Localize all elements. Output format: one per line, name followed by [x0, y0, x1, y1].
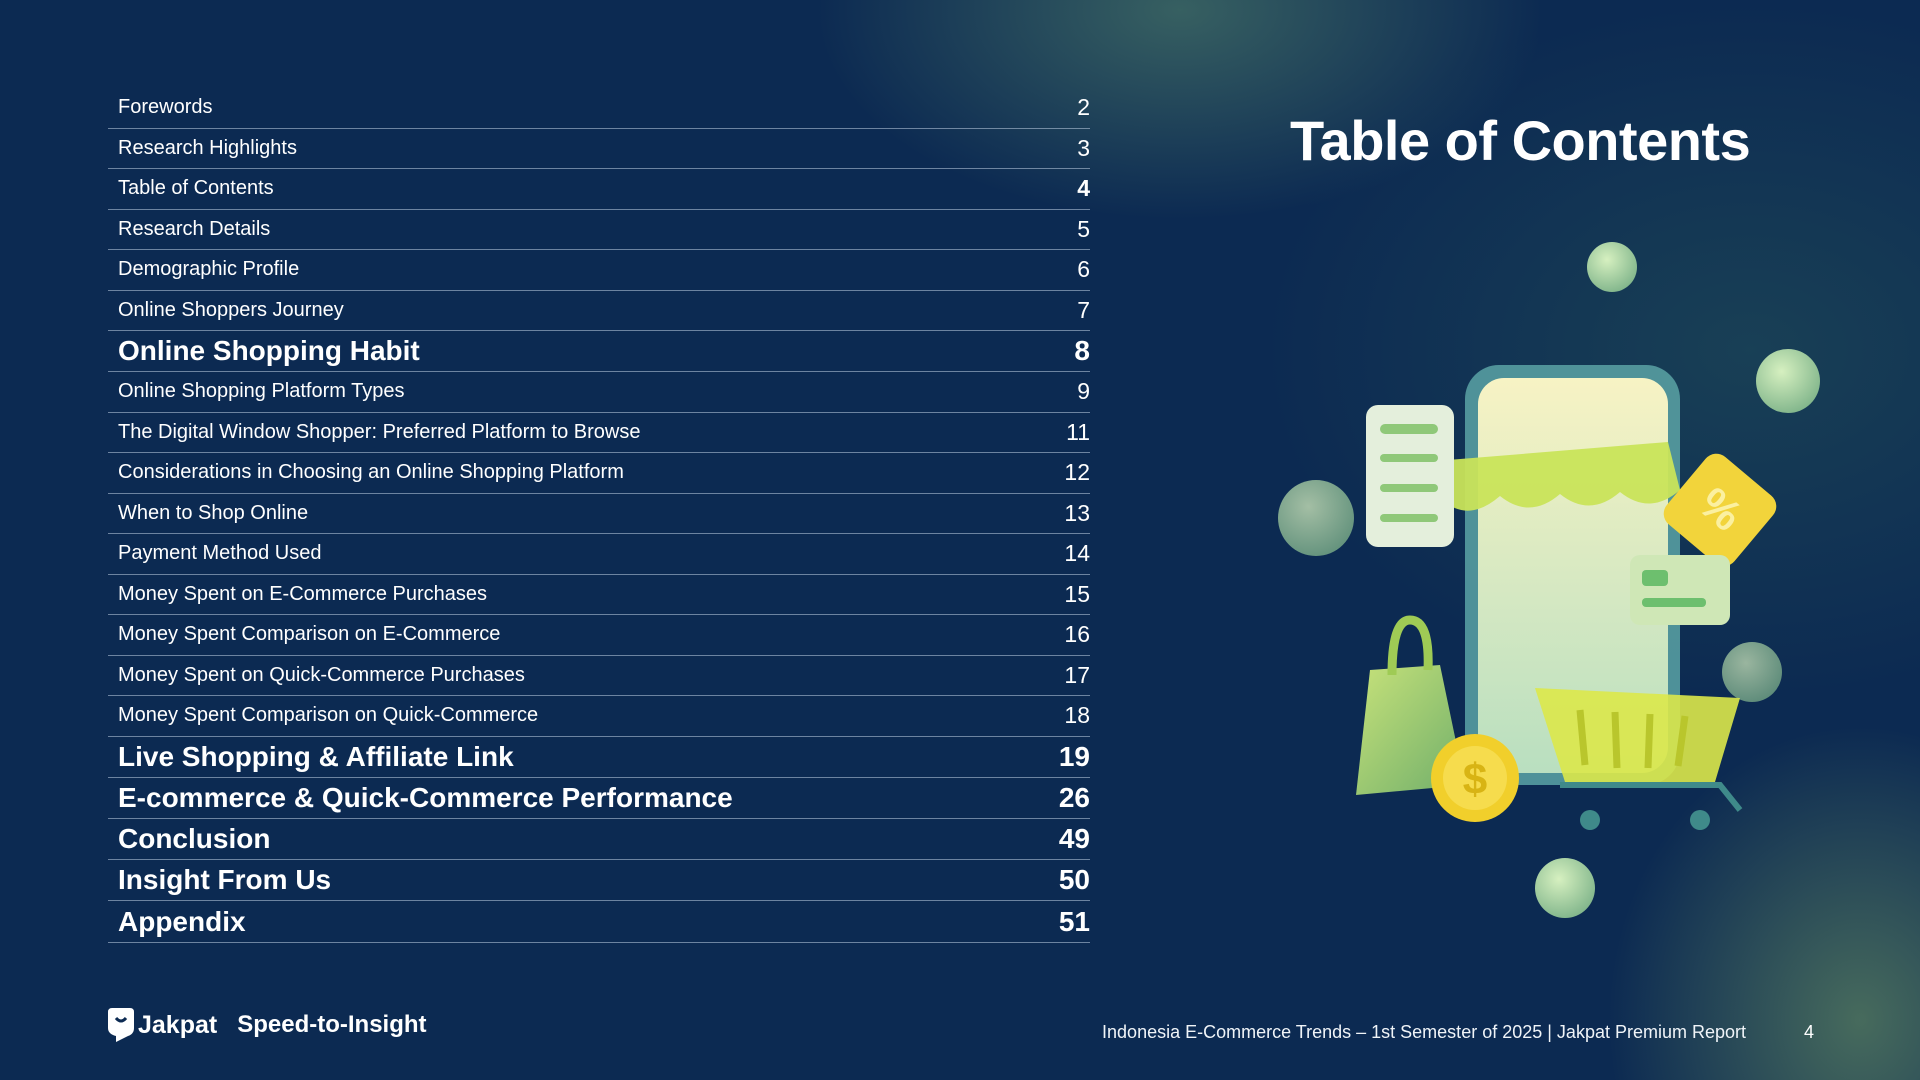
- toc-label: Money Spent Comparison on Quick-Commerce: [118, 704, 539, 727]
- bubble-icon: [1278, 480, 1354, 556]
- toc-label: Insight From Us: [118, 864, 332, 896]
- toc-row[interactable]: Online Shoppers Journey 7: [108, 291, 1090, 331]
- toc-row[interactable]: Live Shopping & Affiliate Link 19: [108, 737, 1090, 778]
- brand-logo: Jakpat: [108, 1008, 217, 1042]
- toc-page-number: 50: [1058, 864, 1090, 896]
- toc-page-number: 9: [1077, 378, 1090, 405]
- toc-row[interactable]: Forewords 2: [108, 88, 1090, 129]
- toc-label: Money Spent Comparison on E-Commerce: [118, 623, 501, 646]
- toc-label: Online Shoppers Journey: [118, 298, 344, 321]
- toc-label: Money Spent on E-Commerce Purchases: [118, 582, 488, 605]
- toc-page-number: 7: [1077, 296, 1090, 323]
- toc-list: Forewords 2 Research Highlights 3 Table of C…: [108, 88, 1090, 943]
- toc-label: Online Shopping Platform Types: [118, 380, 405, 403]
- toc-page-number: 2: [1077, 94, 1090, 121]
- toc-label: Conclusion: [118, 823, 271, 855]
- toc-label: Online Shopping Habit: [118, 335, 420, 367]
- brand-tagline: Speed-to-Insight: [237, 1011, 427, 1038]
- toc-row[interactable]: Table of Contents 4: [108, 169, 1090, 210]
- footer-brand: Jakpat Speed-to-Insight: [108, 1008, 427, 1042]
- toc-row[interactable]: Online Shopping Habit 8: [108, 331, 1090, 373]
- toc-page-number: 3: [1077, 134, 1090, 161]
- toc-label: Money Spent on Quick-Commerce Purchases: [118, 663, 525, 686]
- bubble-icon: [1722, 642, 1782, 702]
- toc-page-number: 16: [1064, 621, 1090, 648]
- toc-page-number: 6: [1077, 256, 1090, 283]
- toc-row[interactable]: Considerations in Choosing an Online Sho…: [108, 453, 1090, 494]
- toc-row[interactable]: Money Spent on E-Commerce Purchases 15: [108, 575, 1090, 616]
- toc-label: Forewords: [118, 96, 213, 119]
- toc-label: Live Shopping & Affiliate Link: [118, 740, 514, 772]
- bubble-icon: [1587, 242, 1637, 292]
- payment-card-icon: [1630, 555, 1730, 625]
- jakpat-logo-icon: [108, 1008, 134, 1042]
- toc-page-number: 19: [1058, 740, 1090, 772]
- toc-label: Research Details: [118, 217, 271, 240]
- toc-row[interactable]: Online Shopping Platform Types 9: [108, 372, 1090, 413]
- bubble-icon: [1756, 349, 1820, 413]
- discount-tag-icon: %: [1663, 453, 1777, 567]
- toc-row[interactable]: Money Spent Comparison on E-Commerce 16: [108, 615, 1090, 656]
- toc-label: Research Highlights: [118, 136, 297, 159]
- toc-page-number: 51: [1058, 905, 1090, 937]
- toc-page-number: 18: [1064, 702, 1090, 729]
- toc-page-number: 17: [1064, 661, 1090, 688]
- toc-page-number: 14: [1064, 540, 1090, 567]
- toc-label: Table of Contents: [118, 177, 274, 200]
- toc-row[interactable]: Payment Method Used 14: [108, 534, 1090, 575]
- shop-awning-icon: [1445, 442, 1680, 511]
- toc-page-number: 26: [1058, 781, 1090, 813]
- list-card-icon: [1366, 405, 1454, 547]
- toc-row[interactable]: The Digital Window Shopper: Preferred Pl…: [108, 413, 1090, 454]
- svg-text:$: $: [1463, 755, 1487, 804]
- toc-label: Considerations in Choosing an Online Sho…: [118, 461, 624, 484]
- online-shop-illustration: % $: [1278, 242, 1820, 918]
- toc-label: Appendix: [118, 905, 246, 937]
- report-title: Indonesia E-Commerce Trends – 1st Semest…: [1102, 1022, 1746, 1042]
- page-title: Table of Contents: [1290, 109, 1751, 172]
- toc-row[interactable]: E-commerce & Quick-Commerce Performance 2…: [108, 778, 1090, 820]
- toc-row[interactable]: When to Shop Online 13: [108, 494, 1090, 535]
- toc-row[interactable]: Money Spent on Quick-Commerce Purchases 1…: [108, 656, 1090, 697]
- toc-row[interactable]: Appendix 51: [108, 901, 1090, 943]
- toc-page-number: 8: [1074, 335, 1090, 367]
- toc-label: Payment Method Used: [118, 542, 322, 565]
- toc-label: The Digital Window Shopper: Preferred Pl…: [118, 420, 641, 443]
- toc-page-number: 15: [1064, 580, 1090, 607]
- toc-label: Demographic Profile: [118, 258, 300, 281]
- toc-page-number: 5: [1077, 215, 1090, 242]
- toc-page-number: 4: [1077, 175, 1090, 202]
- toc-row[interactable]: Research Details 5: [108, 210, 1090, 250]
- toc-row[interactable]: Money Spent Comparison on Quick-Commerce…: [108, 696, 1090, 737]
- bubble-icon: [1535, 858, 1595, 918]
- toc-row[interactable]: Conclusion 49: [108, 819, 1090, 861]
- toc-row[interactable]: Insight From Us 50: [108, 860, 1090, 902]
- toc-page-number: 12: [1064, 459, 1090, 486]
- toc-row[interactable]: Demographic Profile 6: [108, 250, 1090, 291]
- toc-page-number: 13: [1064, 499, 1090, 526]
- toc-label: When to Shop Online: [118, 501, 309, 524]
- toc-row[interactable]: Research Highlights 3: [108, 129, 1090, 169]
- shopping-basket-icon: [1535, 688, 1740, 782]
- toc-page-number: 11: [1066, 418, 1090, 445]
- toc-label: E-commerce & Quick-Commerce Performance: [118, 781, 733, 813]
- brand-name: Jakpat: [138, 1010, 218, 1039]
- toc-page-number: 49: [1058, 823, 1090, 855]
- page-number: 4: [1803, 1022, 1814, 1042]
